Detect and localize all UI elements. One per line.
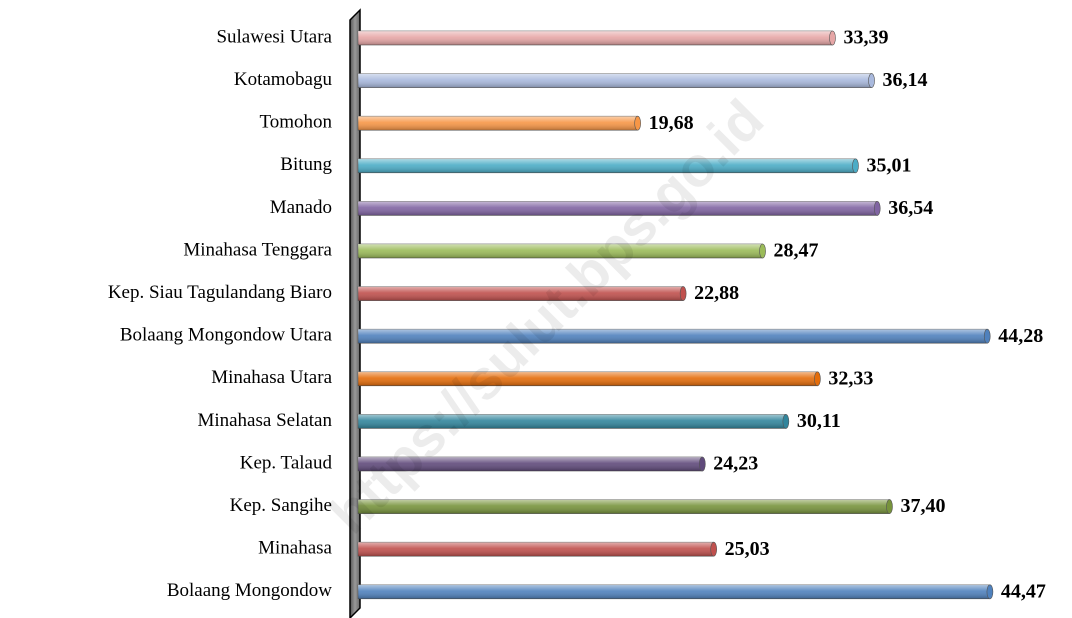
bar <box>357 158 859 174</box>
bar-shine <box>358 73 872 88</box>
bar <box>357 499 893 514</box>
bar-end <box>814 371 821 387</box>
bar <box>357 243 766 259</box>
bar-shine <box>358 457 703 471</box>
value-label: 44,28 <box>998 325 1043 347</box>
bar <box>357 456 706 472</box>
bar <box>357 371 821 387</box>
bar-end <box>679 286 687 301</box>
value-label: 44,47 <box>1001 580 1046 602</box>
bar-end <box>710 541 717 557</box>
bar-end <box>634 115 641 131</box>
bar <box>357 414 790 429</box>
category-label: Tomohon <box>259 112 332 133</box>
bar-end <box>852 158 859 174</box>
bar <box>357 584 994 600</box>
value-label: 33,39 <box>843 27 888 49</box>
category-label: Minahasa Selatan <box>197 410 332 431</box>
category-label: Bolaang Mongondow <box>167 580 332 601</box>
bar-shine <box>358 116 638 131</box>
category-label: Minahasa Utara <box>211 367 332 388</box>
category-label: Sulawesi Utara <box>216 26 332 47</box>
bar-end <box>986 584 994 600</box>
bar-end <box>782 414 790 429</box>
category-label: Bitung <box>280 154 332 175</box>
category-label: Minahasa <box>258 538 332 559</box>
bar-shine <box>358 499 890 514</box>
category-label: Kotamobagu <box>234 69 333 90</box>
bar <box>357 73 875 88</box>
value-label: 22,88 <box>694 282 739 304</box>
bar-shine <box>358 286 684 301</box>
bar-shine <box>358 158 856 173</box>
category-label: Manado <box>270 197 332 218</box>
value-label: 24,23 <box>713 453 758 475</box>
axis-wall <box>349 8 361 618</box>
bar-shine <box>358 201 878 216</box>
category-label: Kep. Siau Tagulandang Biaro <box>108 282 332 303</box>
bar-shine <box>358 31 833 45</box>
bar <box>357 30 836 46</box>
category-label: Kep. Sangihe <box>230 495 332 516</box>
value-label: 28,47 <box>774 240 819 262</box>
bar-end <box>868 73 875 88</box>
bar-shine <box>358 414 786 429</box>
bar-shine <box>358 244 763 258</box>
bar-shine <box>358 542 714 557</box>
bar <box>357 541 717 557</box>
bar <box>357 328 991 344</box>
bar-end <box>829 30 836 46</box>
bar <box>357 286 687 301</box>
value-label: 30,11 <box>797 410 841 432</box>
value-label: 35,01 <box>866 154 911 176</box>
category-label: Minahasa Tenggara <box>183 239 332 260</box>
bar <box>357 115 641 131</box>
bar-shine <box>358 584 990 599</box>
bar-end <box>699 456 706 472</box>
value-label: 37,40 <box>900 495 945 517</box>
category-label: Kep. Talaud <box>240 452 333 473</box>
value-label: 19,68 <box>649 112 694 134</box>
bar-end <box>886 499 893 514</box>
bar-shine <box>358 329 988 344</box>
value-label: 36,54 <box>888 197 933 219</box>
value-label: 36,14 <box>883 69 928 91</box>
bar-end <box>759 243 766 259</box>
watermark: https://sulut.bps.go.id <box>317 87 775 545</box>
bar <box>357 201 881 216</box>
bar-end <box>983 328 991 344</box>
value-label: 32,33 <box>828 367 873 389</box>
bar-end <box>873 201 881 216</box>
bar-shine <box>358 371 818 386</box>
category-label: Bolaang Mongondow Utara <box>120 325 333 346</box>
value-label: 25,03 <box>725 538 770 560</box>
